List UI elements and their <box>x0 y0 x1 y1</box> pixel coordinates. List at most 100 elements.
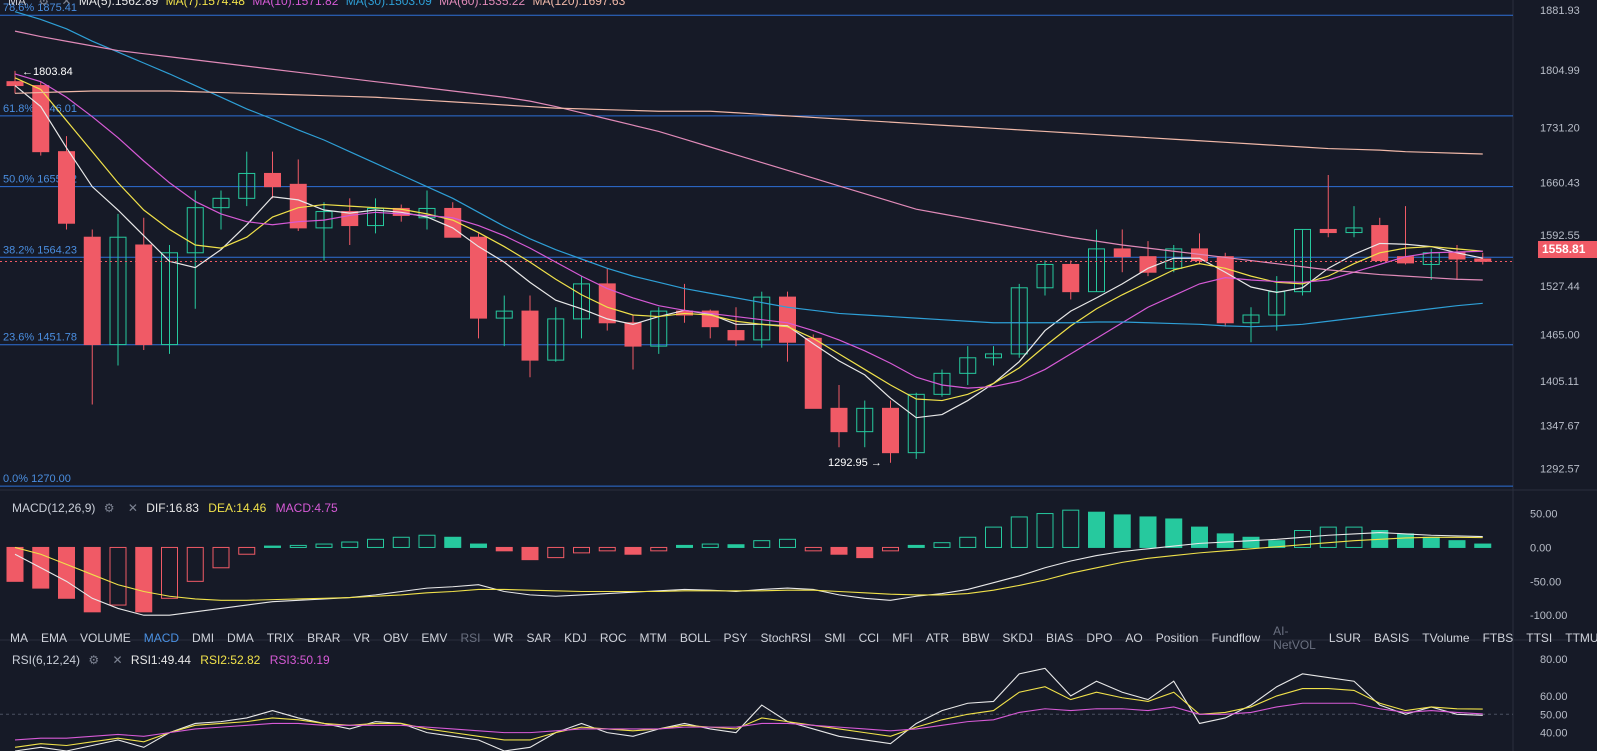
candle-up <box>547 318 565 361</box>
macd-axis-label: -100.00 <box>1530 610 1567 622</box>
candle-down <box>882 407 899 454</box>
tab-tvolume[interactable]: TVolume <box>1422 631 1470 645</box>
macd-bar <box>1139 516 1157 548</box>
tab-ao[interactable]: AO <box>1125 631 1143 645</box>
tab-dmi[interactable]: DMI <box>192 631 215 645</box>
tab-obv[interactable]: OBV <box>383 631 409 645</box>
macd-bar <box>495 546 513 552</box>
tab-mtm[interactable]: MTM <box>639 631 667 645</box>
macd-bar <box>1294 530 1311 548</box>
macd-bar <box>1268 540 1286 548</box>
tab-dpo[interactable]: DPO <box>1086 631 1113 645</box>
tab-kdj[interactable]: KDJ <box>564 631 587 645</box>
macd-bar <box>1036 513 1054 548</box>
candle-up <box>856 407 874 433</box>
candle-up <box>186 207 204 254</box>
ma-legend: MA ⚙ ✕ MA(5):1562.89 MA(7):1574.48 MA(10… <box>8 0 629 8</box>
fib-label: 38.2% 1564.23 <box>3 244 77 256</box>
macd-bar <box>367 538 384 548</box>
tab-ma[interactable]: MA <box>10 631 28 645</box>
macd-bar <box>676 544 693 548</box>
candle-down <box>470 236 487 319</box>
tab-lsur[interactable]: LSUR <box>1328 631 1361 645</box>
tab-trix[interactable]: TRIX <box>266 631 295 645</box>
tab-wr[interactable]: WR <box>493 631 514 645</box>
price-axis-label: 1405.11 <box>1540 376 1579 388</box>
macd-bar <box>701 543 719 548</box>
gear-icon[interactable]: ⚙ <box>38 0 50 8</box>
macd-legend: MACD(12,26,9) ⚙ ✕ DIF:16.83 DEA:14.46 MA… <box>12 501 338 515</box>
tab-rsi[interactable]: RSI <box>460 631 481 645</box>
tab-skdj[interactable]: SKDJ <box>1002 631 1034 645</box>
macd-bar <box>109 546 127 606</box>
candle-down <box>727 330 745 341</box>
tab-volume[interactable]: VOLUME <box>80 631 131 645</box>
tab-ema[interactable]: EMA <box>41 631 68 645</box>
macd-bar <box>1062 509 1080 548</box>
rsi-axis-label: 60.00 <box>1540 691 1568 703</box>
tab-boll[interactable]: BOLL <box>679 631 711 645</box>
macd-bar <box>985 526 1002 548</box>
close-icon[interactable]: ✕ <box>127 501 138 515</box>
gear-icon[interactable]: ⚙ <box>88 653 100 667</box>
tab-brar[interactable]: BRAR <box>307 631 341 645</box>
tab-atr[interactable]: ATR <box>925 631 950 645</box>
tab-vr[interactable]: VR <box>353 631 371 645</box>
candle-up <box>959 357 977 374</box>
ma-line-ma7 <box>14 77 1483 402</box>
close-icon[interactable]: ✕ <box>112 653 123 667</box>
tab-macd[interactable]: MACD <box>143 631 180 645</box>
macd-bar <box>1397 533 1414 548</box>
ma60-value: MA(60):1535.22 <box>439 0 526 8</box>
candle-up <box>418 207 436 219</box>
candle-up <box>315 211 333 229</box>
tab-ai-netvol[interactable]: AI-NetVOL <box>1273 624 1316 652</box>
candle-down <box>444 207 462 238</box>
ma-line-ma120 <box>14 90 1483 155</box>
candle-up <box>212 197 230 209</box>
macd-bar <box>1088 511 1105 548</box>
macd-bar <box>856 546 874 559</box>
tab-ttsi[interactable]: TTSI <box>1526 631 1553 645</box>
macd-bar <box>1345 526 1363 548</box>
rsi2-value: RSI2:52.82 <box>200 653 261 667</box>
ma7-value: MA(7):1574.48 <box>165 0 245 8</box>
tab-position[interactable]: Position <box>1155 631 1199 645</box>
tab-ttmu[interactable]: TTMU <box>1565 631 1597 645</box>
tab-fundflow[interactable]: Fundflow <box>1211 631 1261 645</box>
tab-sar[interactable]: SAR <box>526 631 552 645</box>
tab-mfi[interactable]: MFI <box>892 631 913 645</box>
macd-bar <box>830 546 848 555</box>
macd-bar <box>1422 536 1440 548</box>
price-axis-label: 1881.93 <box>1540 5 1580 17</box>
ma-line-ma10 <box>14 73 1483 389</box>
ma30-value: MA(30):1503.09 <box>345 0 432 8</box>
fib-label: 78.6% 1875.41 <box>3 2 77 14</box>
tab-stochrsi[interactable]: StochRSI <box>760 631 812 645</box>
tab-basis[interactable]: BASIS <box>1373 631 1410 645</box>
candle-down <box>1216 256 1234 324</box>
tab-ftbs[interactable]: FTBS <box>1482 631 1514 645</box>
rsi-legend-title: RSI(6,12,24) <box>12 653 81 667</box>
rsi-axis-label: 40.00 <box>1540 728 1568 740</box>
close-icon[interactable]: ✕ <box>61 0 72 8</box>
macd-bar <box>779 538 796 548</box>
tab-emv[interactable]: EMV <box>421 631 448 645</box>
ma120-value: MA(120):1697.63 <box>532 0 626 8</box>
price-axis-label: 1660.43 <box>1540 177 1580 189</box>
macd-bar <box>392 536 410 548</box>
gear-icon[interactable]: ⚙ <box>103 501 115 515</box>
tab-bias[interactable]: BIAS <box>1046 631 1074 645</box>
macd-bar <box>418 534 436 548</box>
tab-dma[interactable]: DMA <box>227 631 254 645</box>
tab-roc[interactable]: ROC <box>599 631 627 645</box>
candle-down <box>804 337 822 409</box>
tab-bbw[interactable]: BBW <box>962 631 990 645</box>
tab-cci[interactable]: CCI <box>858 631 880 645</box>
current-price-tag: 1558.81 <box>1538 241 1597 258</box>
candle-down <box>1474 258 1492 262</box>
tab-smi[interactable]: SMI <box>824 631 846 645</box>
tab-psy[interactable]: PSY <box>723 631 748 645</box>
macd-bar <box>650 546 668 552</box>
